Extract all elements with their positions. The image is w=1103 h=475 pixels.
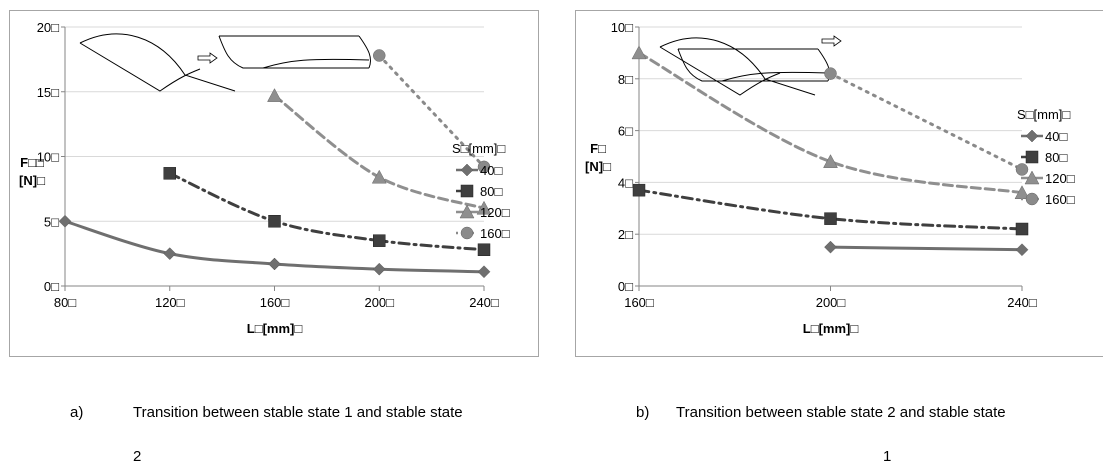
data-point: [267, 88, 282, 102]
chart-panel-b: 0□ 2□ 4□ 6□ 8□ 10□ 160□ 200□ 240□ L□[mm]□ F□ [N]□ S□…: [575, 10, 1103, 357]
shape-illustration: [659, 35, 842, 96]
x-axis-label: L□[mm]□: [803, 321, 859, 336]
chart-a-svg: 0□ 5□ 10□ 15□ 20□ 80□ 120□ 160□ 200□ 240□ L□[mm]□ F…: [19, 20, 510, 336]
legend-marker: [460, 226, 474, 240]
x-tick-label: 200□: [364, 295, 394, 310]
legend-entry: 120□: [480, 205, 510, 220]
y-tick-label: 10□: [611, 20, 633, 35]
series-line: [377, 53, 486, 169]
grid: [635, 26, 1022, 287]
shape-illustration: [79, 33, 372, 92]
data-point: [373, 49, 386, 62]
y-axis-label: [N]□: [19, 173, 45, 188]
legend-entry: 160□: [480, 226, 510, 241]
data-point: [631, 45, 647, 60]
y-tick-label: 5□: [44, 214, 59, 229]
data-point: [372, 262, 386, 276]
data-point: [58, 214, 72, 228]
legend-title: S□[mm]□: [1017, 107, 1070, 122]
legend-entry: 40□: [1045, 129, 1067, 144]
y-tick-label: 0□: [618, 279, 633, 294]
series-line: [637, 51, 1024, 195]
legend-marker: [460, 184, 474, 198]
data-point: [824, 240, 837, 254]
y-tick-label: 2□: [618, 227, 633, 242]
stable-shape-2-sketch: [218, 35, 372, 69]
y-tick-label: 20□: [37, 20, 59, 35]
legend-entry: 160□: [1045, 192, 1075, 207]
data-point: [268, 215, 281, 228]
legend-marker: [1025, 192, 1039, 206]
series-a-0: [58, 214, 491, 279]
data-point: [477, 160, 491, 174]
series-line: [829, 245, 1024, 252]
legend-entry: 80□: [480, 184, 502, 199]
data-point: [371, 169, 387, 184]
data-point: [163, 167, 176, 180]
series-line: [829, 72, 1024, 171]
arrow-icon: [197, 52, 218, 64]
x-tick-label: 160□: [260, 295, 290, 310]
y-tick-label: 10□: [37, 150, 59, 165]
y-tick-label: 0□: [44, 279, 59, 294]
legend-marker: [1025, 150, 1039, 164]
y-axis-label: [N]□: [585, 159, 611, 174]
series-b-1: [632, 183, 1029, 236]
data-point: [373, 234, 386, 247]
data-point: [1015, 163, 1029, 176]
x-tick-label: 120□: [155, 295, 185, 310]
caption-a-continuation: 2: [133, 448, 142, 465]
data-point: [824, 67, 837, 80]
series-a-3: [373, 49, 491, 174]
series-a-2: [267, 88, 492, 215]
stable-shape-2-sketch: [677, 48, 831, 82]
x-tick-label: 160□: [624, 295, 654, 310]
legend-marker: [460, 163, 474, 177]
series-a-1: [163, 167, 491, 256]
y-tick-label: 8□: [618, 72, 633, 87]
data-point: [268, 257, 281, 271]
data-point: [824, 212, 837, 225]
x-tick-label: 240□: [469, 295, 499, 310]
caption-b-letter: b): [636, 404, 650, 421]
x-tick-label: 80□: [54, 295, 76, 310]
x-tick-label: 200□: [816, 295, 846, 310]
legend-marker: [1024, 170, 1040, 185]
stable-shape-1-sketch: [79, 33, 236, 92]
y-axis-label: F□: [590, 141, 606, 156]
data-point: [477, 265, 491, 279]
chart-panel-a: 0□ 5□ 10□ 15□ 20□ 80□ 120□ 160□ 200□ 240□ L□[mm]□ F…: [9, 10, 539, 357]
y-axis-label: F□□: [20, 155, 44, 170]
legend: S□[mm]□ 40□ 80□ 120□ 160□: [1017, 107, 1075, 207]
data-point: [1015, 222, 1029, 236]
legend-entry: 80□: [1045, 150, 1067, 165]
arrow-icon: [821, 35, 842, 47]
legend-marker: [1025, 129, 1039, 143]
data-point: [823, 154, 838, 168]
legend-marker: [459, 204, 475, 219]
caption-b-text: Transition between stable state 2 and st…: [676, 404, 1006, 421]
y-tick-label: 15□: [37, 85, 59, 100]
legend-entry: 40□: [480, 163, 502, 178]
series-b-3: [824, 67, 1029, 176]
legend-entry: 120□: [1045, 171, 1075, 186]
data-point: [1015, 243, 1029, 257]
legend-title: S□[mm]□: [452, 141, 505, 156]
y-tick-label: 6□: [618, 124, 633, 139]
x-tick-label: 240□: [1007, 295, 1037, 310]
data-point: [476, 200, 492, 215]
y-tick-label: 4□: [618, 175, 633, 190]
stable-shape-1-sketch: [659, 37, 816, 96]
series-line: [168, 171, 486, 252]
caption-b-continuation: 1: [883, 448, 892, 465]
caption-a-text: Transition between stable state 1 and st…: [133, 404, 463, 421]
chart-b-svg: 0□ 2□ 4□ 6□ 8□ 10□ 160□ 200□ 240□ L□[mm]□ F□ [N]□ S□…: [585, 20, 1075, 336]
x-axis-label: L□[mm]□: [247, 321, 303, 336]
data-point: [632, 183, 646, 197]
series-b-0: [824, 240, 1029, 257]
legend: S□[mm]□ 40□ 80□ 120□ 160□: [452, 141, 510, 241]
data-point: [477, 243, 491, 256]
caption-a-letter: a): [70, 404, 84, 421]
data-point: [163, 247, 177, 260]
